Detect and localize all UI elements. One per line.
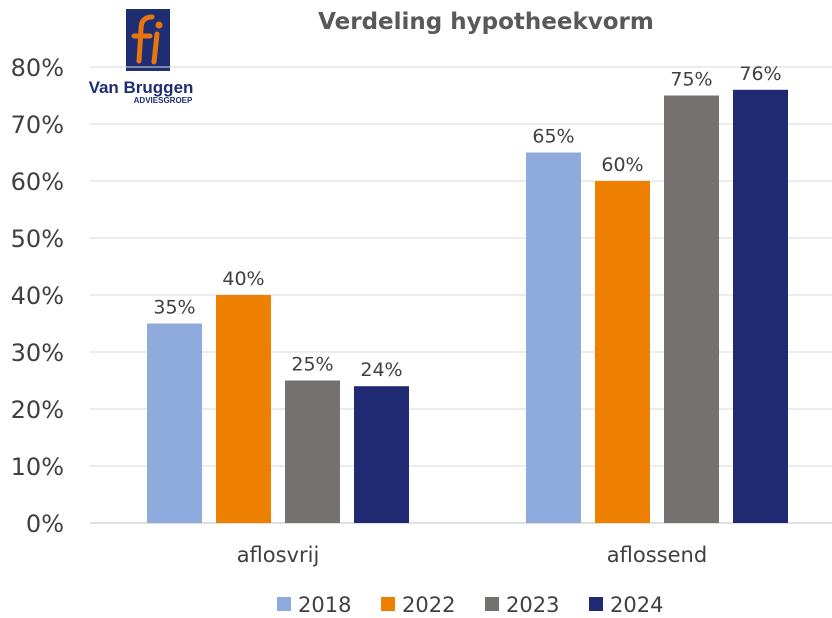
- y-tick-label: 80%: [11, 54, 64, 82]
- data-label-aflosvrij-2018: 35%: [153, 297, 195, 319]
- y-axis-tick-labels: 0% 10% 20% 30% 40% 50% 60% 70% 80%: [11, 54, 64, 538]
- y-tick-label: 60%: [11, 168, 64, 196]
- legend-label-2024: 2024: [610, 593, 663, 617]
- data-label-aflosvrij-2022: 40%: [222, 268, 264, 290]
- y-tick-label: 20%: [11, 396, 64, 424]
- y-tick-label: 70%: [11, 111, 64, 139]
- y-tick-label: 0%: [26, 510, 64, 538]
- y-tick-label: 30%: [11, 339, 64, 367]
- logo: Van Bruggen ADVIESGROEP: [89, 9, 194, 105]
- bar-aflossend-2022: [595, 181, 650, 523]
- bar-aflossend-2024: [733, 89, 788, 524]
- bar-aflosvrij-2023: [285, 380, 340, 523]
- legend: 2018 2022 2023 2024: [277, 593, 663, 617]
- legend-label-2018: 2018: [298, 593, 351, 617]
- data-label-aflosvrij-2024: 24%: [360, 359, 402, 381]
- bar-aflossend-2018: [526, 152, 581, 523]
- legend-swatch-2023: [485, 597, 499, 611]
- data-label-aflossend-2018: 65%: [532, 126, 574, 148]
- bar-aflosvrij-2018: [147, 323, 202, 523]
- data-label-aflossend-2023: 75%: [670, 69, 712, 91]
- logo-name: Van Bruggen: [89, 78, 194, 97]
- legend-label-2022: 2022: [402, 593, 455, 617]
- data-label-aflossend-2022: 60%: [601, 154, 643, 176]
- category-label-aflosvrij: aflosvrij: [237, 543, 320, 567]
- logo-subtitle: ADVIESGROEP: [134, 96, 193, 105]
- logo-emblem-dot: [155, 21, 163, 29]
- bar-aflosvrij-2024: [354, 386, 409, 523]
- bars: [147, 89, 788, 524]
- legend-swatch-2018: [277, 597, 291, 611]
- y-tick-label: 50%: [11, 225, 64, 253]
- data-labels: 35% 40% 25% 24% 65% 60% 75% 76%: [153, 63, 781, 381]
- y-tick-label: 40%: [11, 282, 64, 310]
- x-axis-category-labels: aflosvrij aflossend: [237, 543, 708, 567]
- bar-aflossend-2023: [664, 95, 719, 523]
- legend-swatch-2024: [589, 597, 603, 611]
- data-label-aflossend-2024: 76%: [739, 63, 781, 85]
- data-label-aflosvrij-2023: 25%: [291, 354, 333, 376]
- y-tick-label: 10%: [11, 453, 64, 481]
- chart-title: Verdeling hypotheekvorm: [318, 9, 654, 35]
- legend-label-2023: 2023: [506, 593, 559, 617]
- category-label-aflossend: aflossend: [607, 543, 707, 567]
- logo-emblem-mark: [131, 14, 160, 65]
- legend-swatch-2022: [381, 597, 395, 611]
- bar-aflosvrij-2022: [216, 295, 271, 523]
